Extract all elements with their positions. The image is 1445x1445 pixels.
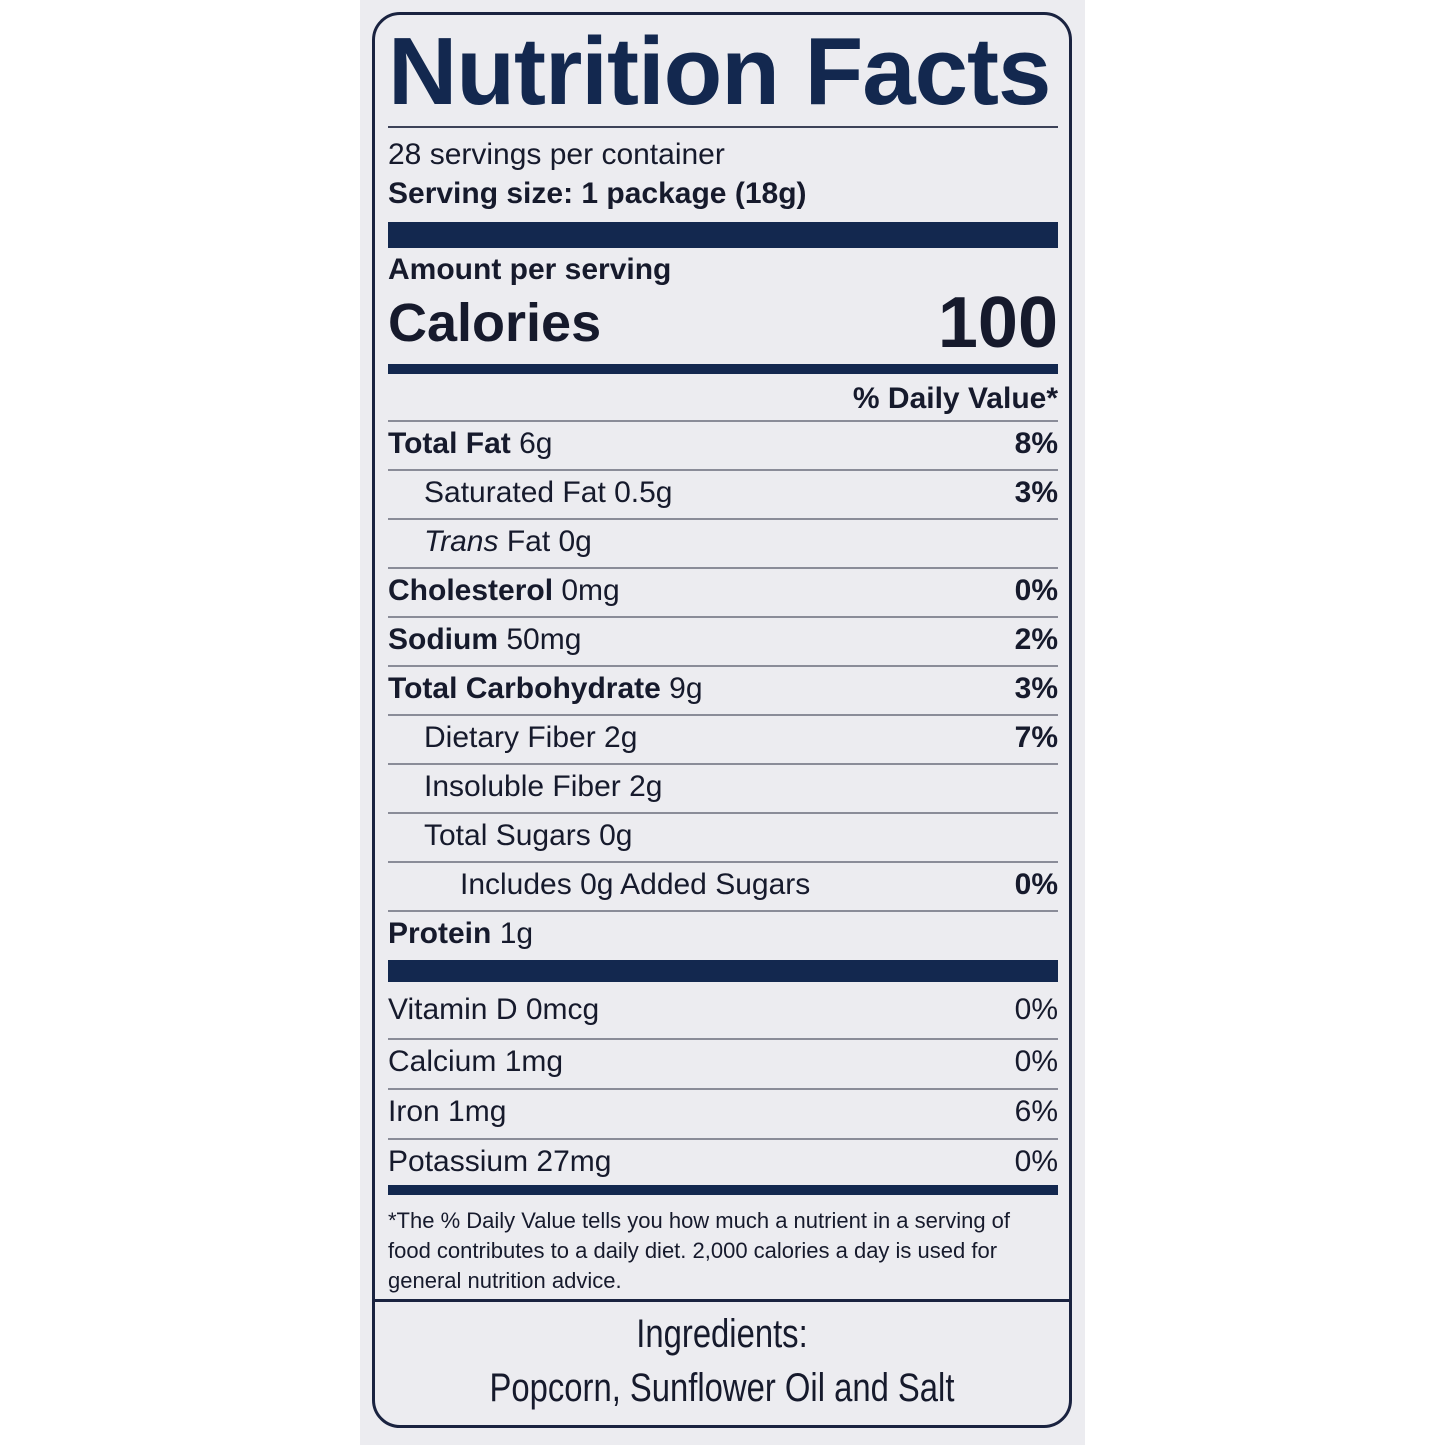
nutrient-row: Total Fat 6g 8% [388,420,1058,468]
nutrient-amount: 9g [669,672,703,705]
vitamin-row: Calcium 1mg 0% [388,1038,1058,1086]
nutrient-label: Total Sugars 0g [388,814,632,860]
nutrient-amount: 50mg [506,623,582,656]
nutrient-row: Sodium 50mg 2% [388,616,1058,664]
nutrient-row: Dietary Fiber 2g 7% [388,714,1058,762]
nutrient-label: Protein 1g [388,912,533,958]
ingredients-list: Popcorn, Sunflower Oil and Salt [489,1366,955,1410]
nutrient-row: Protein 1g [388,910,1058,958]
nutrient-name: Total Fat [388,427,511,460]
nutrient-name: Trans [424,525,499,558]
nutrient-amount: 1g [499,917,534,950]
nutrient-daily-value: 0% [1014,868,1058,901]
vitamin-name: Vitamin D 0mcg [388,993,600,1026]
nutrient-label: Trans Fat 0g [388,520,592,566]
nutrient-name: Saturated Fat 0.5g [424,476,673,509]
nutrient-name: Insoluble Fiber 2g [424,770,663,803]
calories-row: Calories 100 [388,283,1058,363]
nutrient-label: Total Fat 6g [388,422,553,468]
nutrient-row: Includes 0g Added Sugars 0% [388,861,1058,909]
thick-divider [388,222,1058,248]
vitamin-daily-value: 0% [1014,993,1058,1026]
nutrition-facts-box [372,12,1072,1428]
nutrient-row: Cholesterol 0mg 0% [388,567,1058,615]
nutrient-row: Trans Fat 0g [388,518,1058,566]
nutrient-amount: 6g [519,427,553,460]
medium-divider [388,364,1058,374]
vitamin-daily-value: 6% [1014,1095,1058,1128]
nutrient-row: Total Carbohydrate 9g 3% [388,665,1058,713]
divider [375,1299,1069,1302]
vitamin-row: Vitamin D 0mcg 0% [388,988,1058,1036]
nutrient-label: Dietary Fiber 2g [388,716,637,762]
nutrient-row: Total Sugars 0g [388,812,1058,860]
nutrient-amount: Fat 0g [506,525,592,558]
servings-per-container: 28 servings per container [388,138,725,171]
nutrient-name: Cholesterol [388,574,554,607]
nutrient-daily-value: 2% [1014,623,1058,656]
vitamin-name: Calcium 1mg [388,1045,564,1078]
nutrient-name: Dietary Fiber 2g [424,721,638,754]
ingredients-label: Ingredients: [636,1312,808,1356]
nutrient-label: Sodium 50mg [388,618,581,664]
nutrient-name: Includes 0g Added Sugars [460,868,811,901]
nutrient-name: Sodium [388,623,498,656]
calories-value: 100 [937,283,1058,363]
nutrient-daily-value: 3% [1014,476,1058,509]
nutrient-daily-value: 3% [1014,672,1058,705]
divider [388,126,1058,128]
nutrient-amount: 0mg [561,574,620,607]
nutrient-label: Includes 0g Added Sugars [388,863,810,909]
nutrient-row: Insoluble Fiber 2g [388,763,1058,811]
nutrient-label: Saturated Fat 0.5g [388,471,673,517]
nutrient-daily-value: 7% [1014,721,1058,754]
calories-label: Calories [388,293,602,353]
nutrition-facts-title: Nutrition Facts [388,18,1051,125]
nutrient-row: Saturated Fat 0.5g 3% [388,469,1058,517]
daily-value-header: % Daily Value* [852,382,1058,415]
nutrient-name: Protein [388,917,492,950]
vitamin-daily-value: 0% [1014,1045,1058,1078]
daily-value-footnote: *The % Daily Value tells you how much a … [388,1208,1011,1293]
nutrient-label: Insoluble Fiber 2g [388,765,662,811]
nutrient-label: Total Carbohydrate 9g [388,667,703,713]
nutrient-label: Cholesterol 0mg [388,569,620,615]
nutrient-name: Total Carbohydrate [388,672,661,705]
vitamin-row: Potassium 27mg 0% [388,1138,1058,1186]
vitamin-daily-value: 0% [1014,1145,1058,1178]
vitamin-name: Iron 1mg [388,1095,507,1128]
thick-divider [388,960,1058,982]
vitamin-name: Potassium 27mg [388,1145,612,1178]
amount-per-serving: Amount per serving [388,253,672,286]
nutrient-name: Total Sugars 0g [424,819,633,852]
vitamin-row: Iron 1mg 6% [388,1088,1058,1136]
medium-divider [388,1185,1058,1195]
nutrient-daily-value: 8% [1014,427,1058,460]
serving-size: Serving size: 1 package (18g) [388,177,807,210]
nutrient-daily-value: 0% [1014,574,1058,607]
